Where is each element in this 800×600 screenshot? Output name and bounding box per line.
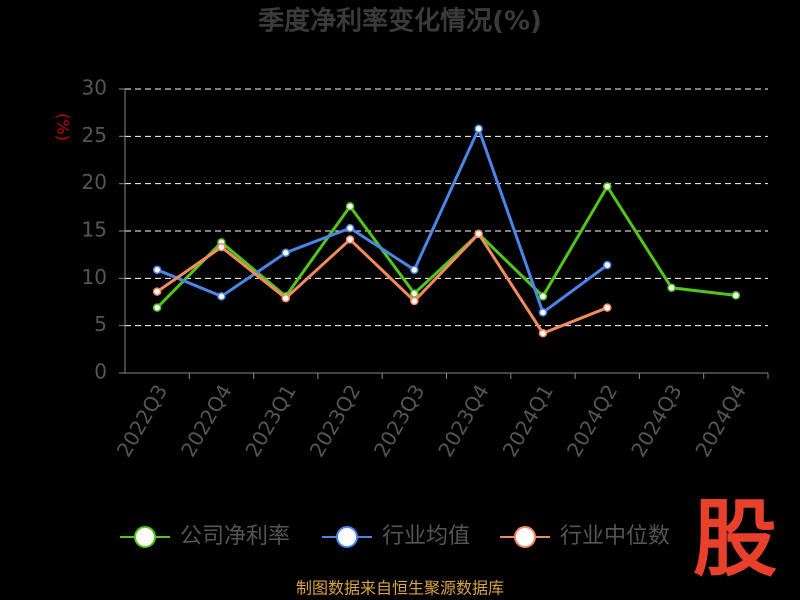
legend-marker — [514, 526, 536, 548]
data-point — [538, 308, 548, 317]
data-point — [667, 283, 676, 293]
y-tick-label: 25 — [82, 123, 107, 147]
data-point — [538, 328, 548, 338]
data-point — [345, 223, 355, 233]
x-tick-label: 2024Q3 — [626, 380, 686, 461]
data-point — [281, 293, 290, 303]
legend-label: 行业均值 — [382, 524, 470, 549]
source-note: 制图数据来自恒生聚源数据库 — [296, 579, 504, 598]
legend-marker — [134, 526, 156, 548]
x-tick-label: 2023Q3 — [369, 380, 429, 461]
series-line — [156, 231, 608, 336]
y-tick-label: 10 — [82, 265, 107, 289]
data-point — [217, 292, 226, 301]
data-point — [603, 260, 612, 270]
data-point — [410, 296, 419, 306]
data-point — [603, 303, 612, 312]
y-tick-label: 20 — [82, 170, 107, 194]
data-point — [731, 291, 741, 300]
logo: 股 — [693, 490, 777, 588]
x-tick-label: 2024Q4 — [690, 380, 750, 461]
x-tick-label: 2023Q1 — [240, 380, 300, 461]
legend-label: 行业中位数 — [560, 524, 670, 549]
x-tick-label: 2023Q4 — [433, 380, 493, 461]
x-tick-label: 2022Q4 — [176, 380, 236, 461]
data-point — [410, 289, 419, 298]
x-tick-label: 2023Q2 — [305, 380, 365, 461]
y-tick-label: 5 — [94, 312, 107, 336]
x-tick-label: 2024Q1 — [498, 380, 558, 461]
data-point — [281, 248, 290, 258]
data-point — [474, 124, 483, 134]
data-point — [603, 182, 612, 191]
data-point — [152, 303, 162, 312]
y-axis-label: (%) — [54, 113, 73, 141]
data-point — [152, 287, 162, 296]
data-point — [345, 235, 355, 244]
data-point — [538, 292, 548, 301]
data-point — [345, 202, 355, 211]
series-line — [156, 183, 737, 309]
y-tick-label: 0 — [94, 360, 107, 384]
y-tick-label: 15 — [82, 218, 107, 242]
data-point — [410, 265, 419, 275]
x-tick-label: 2022Q3 — [112, 380, 172, 461]
y-tick-label: 30 — [82, 76, 107, 100]
x-tick-label: 2024Q2 — [562, 380, 622, 461]
data-point — [474, 229, 483, 239]
chart-title: 季度净利率变化情况(%) — [258, 6, 542, 37]
series-line — [156, 124, 609, 315]
data-point — [152, 265, 162, 275]
legend-marker — [336, 526, 358, 548]
legend-label: 公司净利率 — [180, 524, 290, 549]
data-point — [217, 242, 226, 252]
